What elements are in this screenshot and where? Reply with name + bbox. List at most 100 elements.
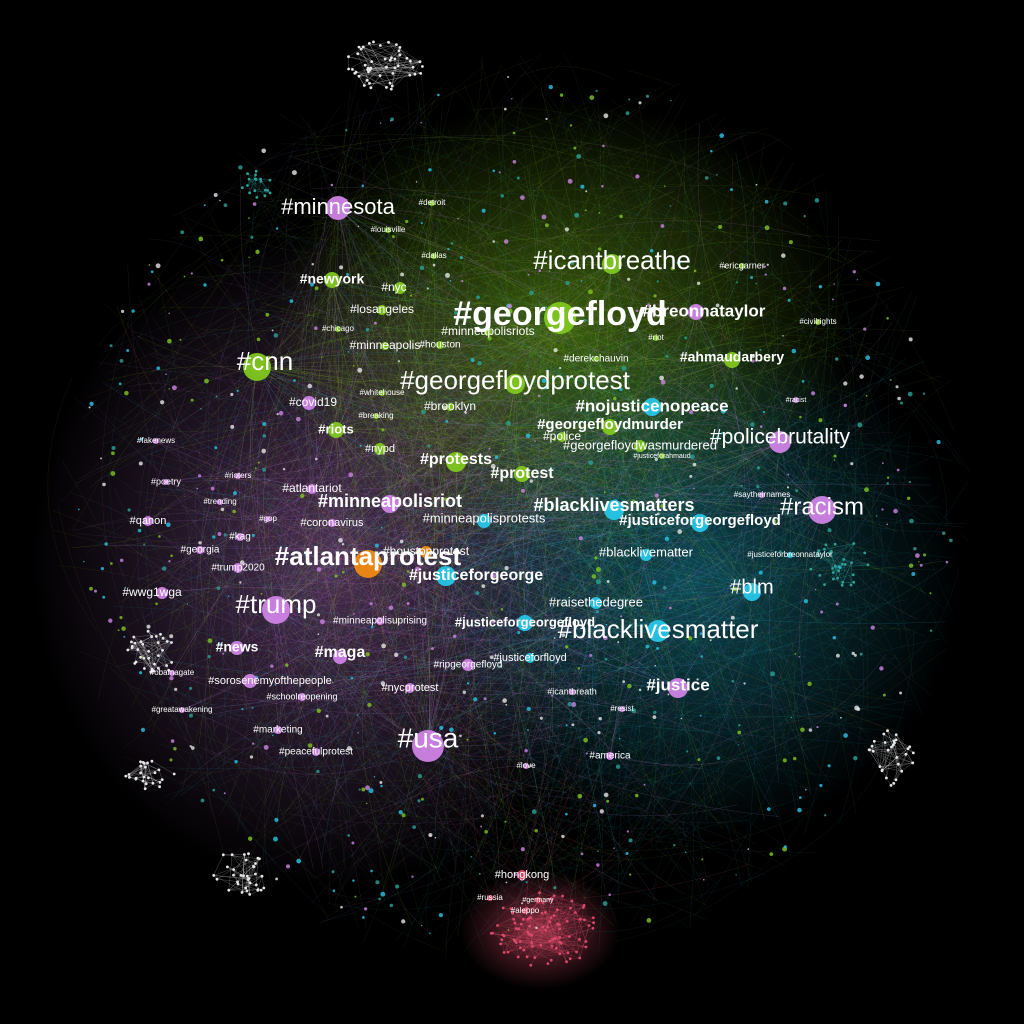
edge: [382, 229, 446, 780]
edge: [614, 398, 750, 469]
satellite-cluster-edge: [398, 50, 408, 59]
satellite-cluster-edge: [835, 564, 869, 567]
minor-node: [702, 549, 705, 551]
satellite-cluster-edge: [233, 863, 256, 876]
edge: [510, 509, 615, 923]
edge: [256, 366, 654, 527]
edge: [609, 630, 659, 757]
satellite-cluster-edge: [529, 907, 571, 919]
minor-node: [851, 651, 855, 656]
edge: [521, 473, 659, 632]
edge: [408, 202, 499, 530]
edge: [427, 337, 657, 747]
satellite-cluster-node: [831, 567, 834, 570]
minor-node: [791, 348, 797, 354]
edge: [146, 459, 691, 890]
edge: [335, 285, 600, 683]
minor-node: [428, 168, 432, 172]
edge: [384, 311, 697, 348]
edge: [250, 366, 429, 747]
minor-node: [886, 317, 889, 320]
edge: [654, 591, 753, 833]
edge: [389, 358, 597, 505]
edge: [583, 107, 755, 257]
minor-node: [886, 476, 890, 479]
edge: [493, 588, 545, 602]
edge: [389, 311, 697, 505]
edge: [316, 309, 383, 589]
satellite-cluster-node: [242, 874, 245, 878]
satellite-cluster-edge: [868, 749, 881, 767]
satellite-cluster-edge: [357, 44, 397, 54]
edge: [716, 305, 750, 610]
edge: [707, 272, 733, 361]
edge: [530, 94, 601, 461]
edge: [236, 524, 588, 582]
minor-node: [213, 193, 218, 197]
minor-node: [223, 203, 228, 208]
minor-node: [525, 881, 528, 884]
minor-node: [832, 636, 837, 640]
edge: [367, 441, 781, 565]
minor-node: [631, 708, 637, 714]
minor-node: [278, 410, 284, 416]
satellite-cluster-edge: [516, 942, 519, 958]
minor-node: [597, 730, 601, 735]
minor-node: [803, 599, 808, 604]
edge: [463, 205, 650, 388]
edge: [161, 437, 823, 594]
edge: [371, 90, 454, 468]
edge: [143, 507, 671, 623]
satellite-cluster-node: [369, 66, 373, 70]
edge: [704, 703, 841, 724]
edge: [427, 473, 523, 747]
edge: [479, 476, 733, 660]
satellite-cluster-edge: [887, 730, 907, 755]
satellite-cluster-edge: [539, 892, 543, 914]
edge: [337, 207, 555, 876]
edge: [769, 441, 781, 783]
minor-node: [626, 277, 631, 281]
edge: [351, 293, 735, 487]
edge: [395, 638, 941, 940]
edge: [299, 635, 824, 766]
edge: [275, 522, 424, 611]
minor-node: [865, 394, 868, 397]
satellite-cluster-edge: [140, 772, 161, 783]
edge: [389, 503, 700, 742]
edge: [311, 216, 429, 747]
hashtag-label: #resist: [610, 704, 634, 713]
satellite-cluster-node: [385, 65, 388, 69]
edge: [418, 601, 588, 675]
satellite-cluster-edge: [554, 905, 585, 939]
edge: [506, 593, 593, 876]
minor-node: [357, 225, 360, 228]
satellite-cluster-node: [153, 662, 156, 666]
satellite-cluster-node: [139, 760, 142, 764]
satellite-cluster-edge: [147, 762, 154, 784]
satellite-cluster-edge: [151, 662, 172, 670]
satellite-cluster-node: [526, 930, 530, 934]
edge: [410, 414, 746, 667]
edge: [263, 214, 353, 731]
satellite-cluster-edge: [348, 43, 370, 57]
minor-node: [906, 496, 911, 501]
edge: [380, 222, 517, 659]
minor-node: [689, 454, 695, 460]
satellite-cluster-edge: [142, 780, 153, 784]
satellite-cluster-node: [550, 944, 554, 948]
satellite-cluster-edge: [561, 943, 567, 962]
hashtag-label: #protests: [420, 451, 492, 468]
satellite-cluster-node: [568, 935, 571, 938]
satellite-cluster-edge: [140, 765, 156, 773]
edge: [340, 243, 363, 579]
minor-node: [252, 202, 257, 206]
edge: [611, 419, 753, 593]
edge: [559, 317, 872, 517]
edge: [196, 498, 352, 834]
edge: [235, 187, 640, 310]
edge: [142, 474, 478, 586]
edge: [343, 279, 805, 600]
minor-node: [565, 281, 570, 286]
minor-node: [603, 491, 606, 494]
